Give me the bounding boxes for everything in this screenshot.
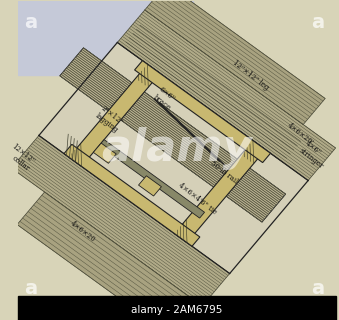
Polygon shape xyxy=(17,192,202,320)
Polygon shape xyxy=(69,64,160,166)
Polygon shape xyxy=(60,48,285,222)
Polygon shape xyxy=(145,0,325,124)
Text: 4×6×20': 4×6×20' xyxy=(285,121,315,147)
Polygon shape xyxy=(12,135,230,306)
Text: a: a xyxy=(24,279,37,298)
Text: 12"×12" leg: 12"×12" leg xyxy=(231,59,270,92)
Text: 6×6"
brace: 6×6" brace xyxy=(152,86,178,112)
Polygon shape xyxy=(117,10,336,180)
Text: alamy: alamy xyxy=(102,127,252,171)
Bar xyxy=(18,296,336,320)
Polygon shape xyxy=(60,48,285,222)
Polygon shape xyxy=(93,143,116,163)
Polygon shape xyxy=(139,176,161,196)
Polygon shape xyxy=(175,140,265,243)
Text: 4×6"
stringer: 4×6" stringer xyxy=(298,139,331,170)
Polygon shape xyxy=(99,140,204,218)
Text: alamy - 2AM6795: alamy - 2AM6795 xyxy=(131,305,223,315)
Text: a: a xyxy=(311,279,324,298)
Polygon shape xyxy=(135,60,271,163)
Text: 4×6×4'6" tie: 4×6×4'6" tie xyxy=(177,182,218,216)
Polygon shape xyxy=(64,144,200,246)
Text: alamy - 2AM6795: alamy - 2AM6795 xyxy=(123,304,231,314)
Text: a: a xyxy=(311,13,324,32)
Text: 2"×12"
lagging: 2"×12" lagging xyxy=(94,104,126,134)
Text: 4×6×20: 4×6×20 xyxy=(68,219,97,244)
Polygon shape xyxy=(18,1,193,75)
Text: 12×12"
collar: 12×12" collar xyxy=(5,143,37,173)
Text: a: a xyxy=(24,13,37,32)
Polygon shape xyxy=(39,43,308,274)
Text: 50-lb rail: 50-lb rail xyxy=(209,159,239,186)
